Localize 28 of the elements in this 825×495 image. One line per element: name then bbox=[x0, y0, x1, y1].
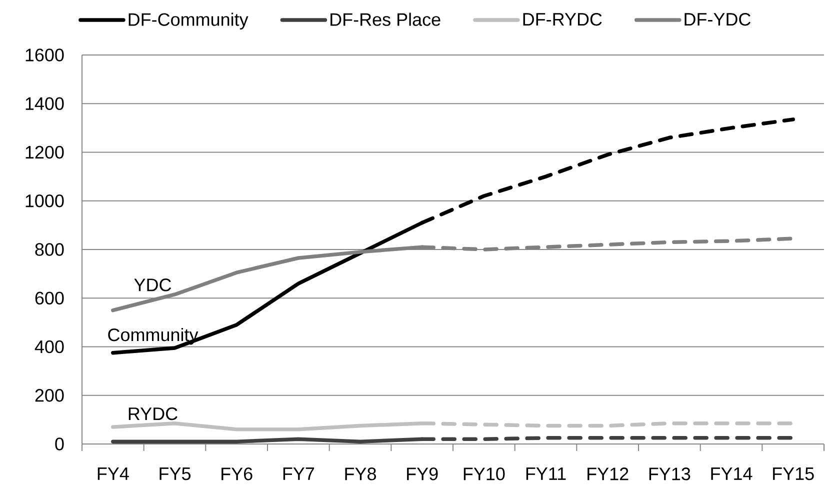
y-tick-label: 800 bbox=[35, 243, 64, 256]
x-tick-label: FY12 bbox=[588, 468, 628, 480]
y-tick-label: 0 bbox=[55, 438, 64, 450]
x-tick-label: FY13 bbox=[649, 468, 690, 480]
legend-label: DF-YDC bbox=[684, 12, 751, 26]
y-tick-label: 200 bbox=[35, 389, 64, 402]
annotation: RYDC bbox=[128, 407, 178, 420]
annotation: Community bbox=[108, 328, 198, 345]
y-tick-label: 1200 bbox=[26, 146, 64, 159]
x-tick-label: FY5 bbox=[160, 468, 190, 480]
y-tick-label: 1000 bbox=[26, 194, 64, 208]
x-tick-label: FY6 bbox=[222, 468, 252, 480]
x-tick-label: FY8 bbox=[345, 468, 376, 480]
annotation: YDC bbox=[134, 278, 172, 292]
legend-label: DF-Res Place bbox=[330, 12, 440, 26]
x-tick-label: FY15 bbox=[773, 468, 814, 480]
y-tick-label: 1400 bbox=[26, 97, 64, 110]
x-tick-label: FY11 bbox=[526, 468, 566, 480]
y-tick-label: 400 bbox=[34, 340, 64, 354]
x-tick-label: FY9 bbox=[407, 468, 438, 480]
x-tick-label: FY4 bbox=[98, 468, 129, 480]
legend-label: DF-Community bbox=[128, 12, 248, 30]
y-tick-label: 1600 bbox=[26, 48, 64, 62]
x-tick-label: FY10 bbox=[464, 468, 505, 480]
y-tick-label: 600 bbox=[35, 292, 64, 304]
x-tick-label: FY14 bbox=[711, 468, 752, 480]
legend-label: DF-RYDC bbox=[523, 12, 602, 26]
x-tick-label: FY7 bbox=[283, 468, 314, 480]
